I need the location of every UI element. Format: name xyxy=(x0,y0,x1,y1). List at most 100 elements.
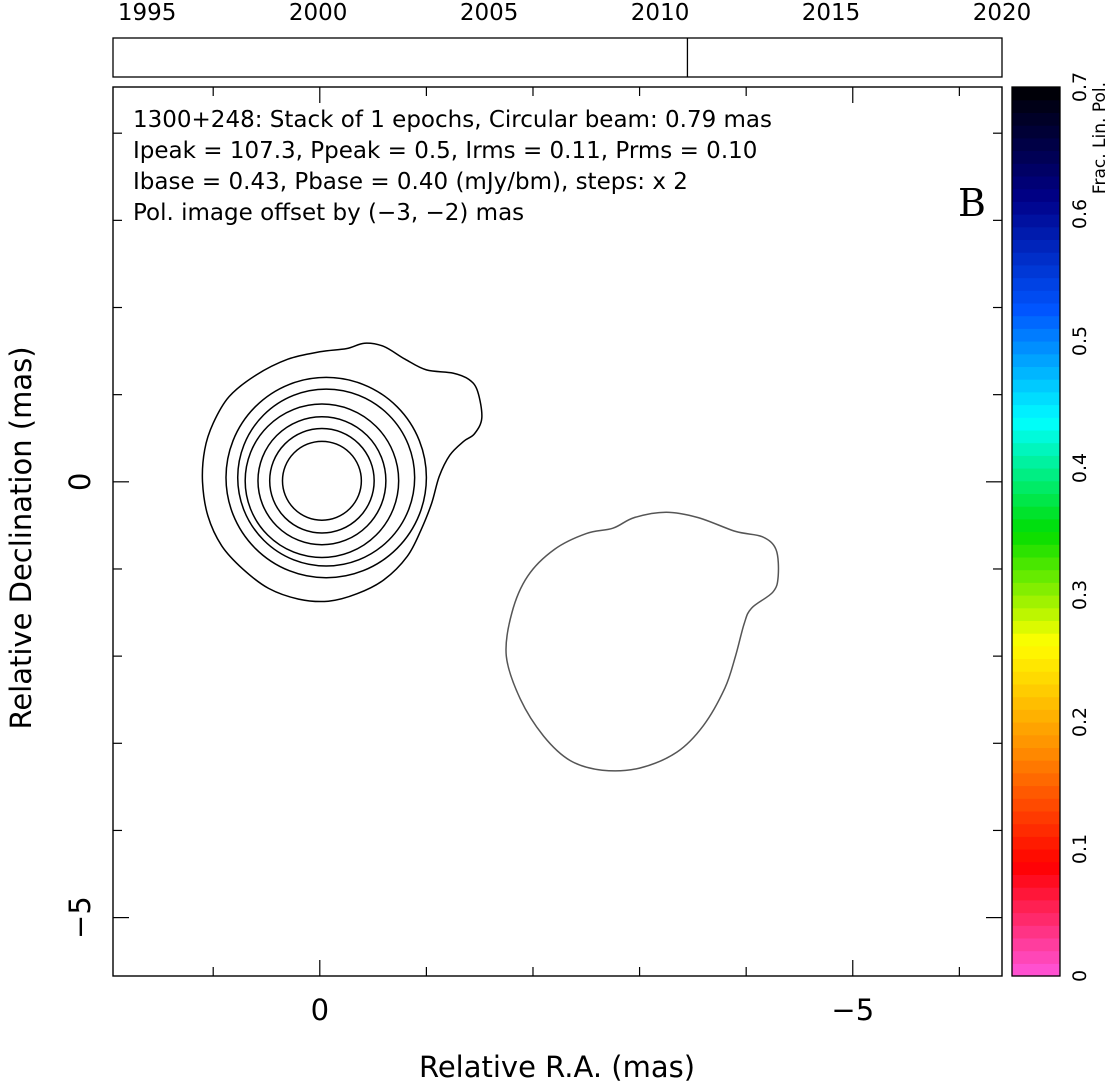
colorbar-cell xyxy=(1012,429,1060,444)
colorbar-cell xyxy=(1012,137,1060,152)
colorbar-cell xyxy=(1012,99,1060,113)
colorbar-cell xyxy=(1012,252,1060,266)
colorbar-tick-label: 0 xyxy=(1069,970,1091,982)
timeline-year-label: 2010 xyxy=(631,0,690,26)
x-axis-label: Relative R.A. (mas) xyxy=(419,1050,695,1084)
timeline-year-label: 2020 xyxy=(973,0,1032,26)
colorbar-cell xyxy=(1012,823,1060,837)
colorbar-cell xyxy=(1012,328,1060,342)
plot-area: 0 −5 0 −5 1300+248: Stack of 1 epochs, Cir… xyxy=(0,86,1003,1027)
colorbar-cell xyxy=(1012,506,1060,520)
colorbar-cell xyxy=(1012,493,1060,507)
colorbar-cell xyxy=(1012,595,1060,609)
colorbar-cell xyxy=(1012,696,1060,710)
colorbar-cell xyxy=(1012,569,1060,583)
timeline-box xyxy=(112,37,1003,78)
epoch-timeline: 1995 2000 2005 2010 2015 2020 xyxy=(112,0,1031,78)
colorbar-cell xyxy=(1012,899,1060,914)
colorbar-cell xyxy=(1012,290,1060,304)
polarization-contour xyxy=(505,511,780,772)
info-line-1: 1300+248: Stack of 1 epochs, Circular be… xyxy=(133,107,772,133)
colorbar-cell xyxy=(1012,214,1060,228)
beam-ellipse xyxy=(0,864,31,948)
y-tick-labels: 0 −5 xyxy=(63,473,97,939)
colorbar-cell xyxy=(1012,150,1060,164)
x-tick-labels: 0 −5 xyxy=(311,993,875,1027)
colorbar-cell xyxy=(1012,175,1060,190)
colorbar-cell xyxy=(1012,887,1060,901)
stokes-i-contour xyxy=(257,416,387,546)
colorbar-cell xyxy=(1012,468,1060,482)
stokes-i-contour xyxy=(268,427,375,534)
colorbar-cell xyxy=(1012,226,1060,240)
colorbar-cell xyxy=(1012,163,1060,177)
colorbar-cell xyxy=(1012,861,1060,875)
colorbar-cell xyxy=(1012,734,1060,748)
colorbar-cell xyxy=(1012,912,1060,926)
colorbar-cell xyxy=(1012,836,1060,850)
stokes-i-contour xyxy=(201,342,483,603)
colorbar-frame xyxy=(1011,86,1061,977)
colorbar-cell xyxy=(1012,798,1060,812)
colorbar-cell xyxy=(1012,341,1060,355)
colorbar-cell xyxy=(1012,645,1060,660)
timeline-year-labels: 1995 2000 2005 2010 2015 2020 xyxy=(118,0,1031,26)
colorbar-cell xyxy=(1012,531,1060,545)
stokes-i-contour xyxy=(244,403,400,559)
colorbar-cell xyxy=(1012,518,1060,533)
colorbar-cell xyxy=(1012,391,1060,406)
colorbar-tick-label: 0.2 xyxy=(1069,707,1091,737)
info-line-3: Ibase = 0.43, Pbase = 0.40 (mJy/bm), ste… xyxy=(133,169,688,195)
colorbar-cell xyxy=(1012,671,1060,685)
x-tick-label: 0 xyxy=(311,993,329,1027)
axis-ticks xyxy=(113,87,1002,976)
colorbar-cell xyxy=(1012,937,1060,952)
timeline-year-label: 2000 xyxy=(289,0,348,26)
colorbar-tick-label: 0.3 xyxy=(1069,580,1091,610)
x-tick-label: −5 xyxy=(831,993,874,1027)
colorbar-cell xyxy=(1012,379,1060,393)
pol-offset-note: Pol. image offset by (−3, −2) mas xyxy=(133,200,524,226)
colorbar-tick-label: 0.5 xyxy=(1069,326,1091,356)
colorbar-cell xyxy=(1012,709,1060,723)
colorbar-cell xyxy=(1012,188,1060,202)
colorbar-cell xyxy=(1012,810,1060,825)
panel-letter: B xyxy=(958,181,986,225)
y-tick-label: −5 xyxy=(63,896,97,939)
colorbar-cell xyxy=(1012,950,1060,964)
y-axis-label: Relative Declination (mas) xyxy=(4,346,38,729)
colorbar-cell xyxy=(1012,455,1060,469)
timeline-year-label: 2015 xyxy=(802,0,861,26)
colorbar-cell xyxy=(1012,480,1060,494)
colorbar-tick-label: 0.4 xyxy=(1069,453,1091,483)
colorbar-cell xyxy=(1012,239,1060,253)
colorbar-tick-label: 0.7 xyxy=(1069,72,1091,102)
colorbar-cell xyxy=(1012,772,1060,787)
y-tick-label: 0 xyxy=(63,473,97,491)
colorbar-cell xyxy=(1012,582,1060,596)
colorbar-tick-label: 0.1 xyxy=(1069,834,1091,864)
colorbar-cell xyxy=(1012,277,1060,291)
colorbar-cell xyxy=(1012,442,1060,456)
colorbar-cell xyxy=(1012,315,1060,329)
colorbar-cell xyxy=(1012,125,1060,139)
colorbar-cell xyxy=(1012,366,1060,380)
colorbar-cell xyxy=(1012,620,1060,634)
colorbar-gradient xyxy=(1012,87,1060,977)
colorbar-cell xyxy=(1012,760,1060,774)
timeline-year-label: 1995 xyxy=(118,0,177,26)
colorbar-cell xyxy=(1012,607,1060,621)
colorbar-cell xyxy=(1012,556,1060,571)
plot-frame xyxy=(112,86,1003,977)
colorbar-cell xyxy=(1012,633,1060,647)
colorbar-cell xyxy=(1012,785,1060,799)
colorbar-cell xyxy=(1012,747,1060,761)
stokes-i-contour xyxy=(236,388,416,567)
info-line-2: Ipeak = 107.3, Ppeak = 0.5, Irms = 0.11,… xyxy=(133,138,757,164)
colorbar-cell xyxy=(1012,874,1060,888)
colorbar-cell xyxy=(1012,963,1060,977)
colorbar-cell xyxy=(1012,302,1060,317)
timeline-year-label: 2005 xyxy=(460,0,519,26)
colorbar-cell xyxy=(1012,112,1060,126)
colorbar-cell xyxy=(1012,264,1060,279)
